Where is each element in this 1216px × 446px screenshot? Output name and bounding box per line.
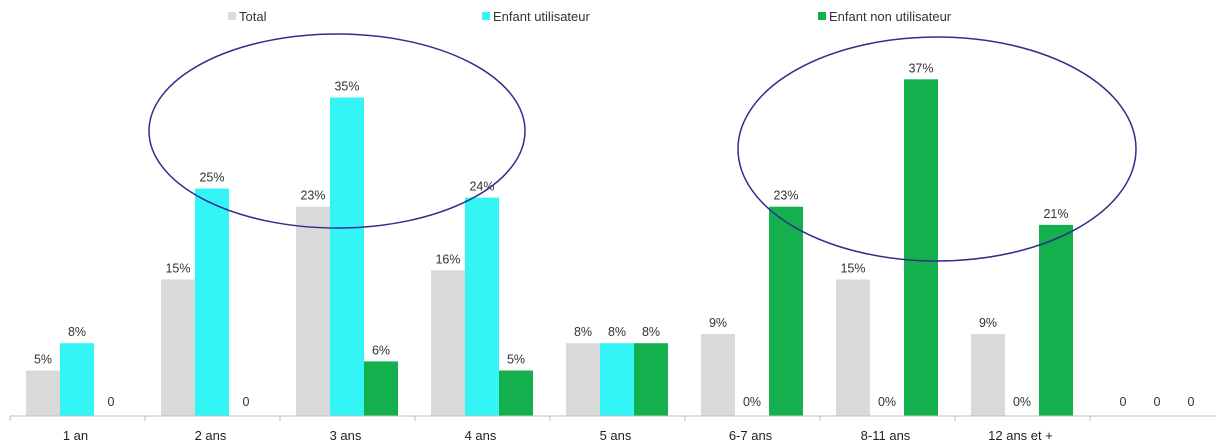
data-label: 23%	[300, 189, 325, 203]
legend-label: Enfant non utilisateur	[829, 9, 952, 24]
category-label: 3 ans	[330, 428, 362, 443]
annotations	[148, 33, 1137, 262]
data-label: 25%	[199, 171, 224, 185]
bar	[330, 97, 364, 416]
data-label: 0%	[743, 395, 761, 409]
data-label: 0	[1188, 395, 1195, 409]
category-label: 1 an	[63, 428, 88, 443]
x-axis-ticks	[9, 416, 1091, 421]
category-label: 6-7 ans	[729, 428, 773, 443]
data-label: 15%	[840, 262, 865, 276]
data-label: 0	[1120, 395, 1127, 409]
data-label: 16%	[435, 252, 460, 266]
legend-swatch	[818, 12, 826, 20]
data-label: 24%	[469, 180, 494, 194]
bar	[195, 188, 229, 416]
category-label: 2 ans	[195, 428, 227, 443]
category-label: 4 ans	[465, 428, 497, 443]
highlight-ellipse	[737, 36, 1137, 262]
legend-swatch	[228, 12, 236, 20]
bar	[769, 206, 803, 416]
bar	[161, 279, 195, 416]
category-label: 8-11 ans	[861, 428, 911, 443]
data-label: 8%	[608, 325, 626, 339]
category-label: 5 ans	[600, 428, 632, 443]
data-label: 0%	[1013, 395, 1031, 409]
category-labels: 1 an 2 ans 3 ans 4 ans 5 ans 6-7 ans 8-11 ans 1…	[63, 428, 1053, 443]
data-label: 8%	[642, 325, 660, 339]
bar	[465, 197, 499, 416]
bar	[26, 370, 60, 416]
data-label: 6%	[372, 343, 390, 357]
data-label: 8%	[68, 325, 86, 339]
bar	[904, 79, 938, 417]
legend-swatch	[482, 12, 490, 20]
data-label: 9%	[709, 316, 727, 330]
data-label: 5%	[34, 353, 52, 367]
data-label: 9%	[979, 316, 997, 330]
data-label: 5%	[507, 353, 525, 367]
bar	[431, 270, 465, 416]
highlight-ellipse	[148, 33, 526, 229]
legend: Total Enfant utilisateur Enfant non utilis…	[228, 9, 952, 24]
legend-label: Total	[239, 9, 267, 24]
bar	[600, 343, 634, 416]
data-label: 8%	[574, 325, 592, 339]
bar	[701, 334, 735, 416]
data-label: 0	[108, 395, 115, 409]
bar	[566, 343, 600, 416]
data-label: 37%	[908, 61, 933, 75]
bar	[1039, 224, 1073, 416]
data-label: 15%	[165, 262, 190, 276]
bar	[499, 370, 533, 416]
data-label: 21%	[1043, 207, 1068, 221]
value-labels: 5% 8% 0 15% 25% 0 23% 35% 6% 16% 24% 5% 8% 8% 8% 9% 0% 23…	[34, 61, 1195, 409]
data-label: 23%	[773, 189, 798, 203]
legend-label: Enfant utilisateur	[493, 9, 591, 24]
data-label: 0%	[878, 395, 896, 409]
data-label: 0	[243, 395, 250, 409]
bar	[60, 343, 94, 416]
data-label: 35%	[334, 80, 359, 94]
bar	[971, 334, 1005, 416]
bar	[836, 279, 870, 416]
data-label: 0	[1154, 395, 1161, 409]
bar	[634, 343, 668, 416]
category-label: 12 ans et +	[988, 428, 1053, 443]
bar	[296, 206, 330, 416]
bars	[26, 79, 1073, 417]
bar	[364, 361, 398, 416]
